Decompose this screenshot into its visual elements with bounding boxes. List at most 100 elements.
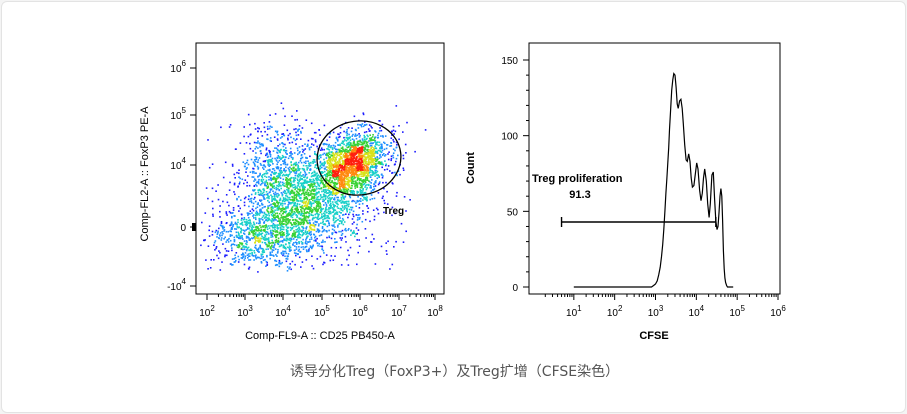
event-dot: [309, 201, 312, 203]
event-dot: [343, 136, 345, 139]
event-dot: [339, 170, 342, 172]
event-dot: [351, 151, 353, 153]
event-dot: [308, 249, 310, 251]
event-dot: [359, 184, 362, 186]
event-dot: [233, 236, 236, 239]
event-dot: [329, 191, 331, 194]
event-dot: [289, 166, 291, 169]
event-dot: [241, 242, 244, 245]
event-dot: [243, 201, 246, 204]
event-dot: [350, 154, 352, 156]
event-dot: [381, 197, 384, 199]
event-dot: [313, 239, 315, 242]
event-dot: [325, 205, 328, 207]
event-dot: [370, 142, 372, 144]
event-dot: [361, 195, 364, 197]
event-dot: [332, 192, 334, 195]
event-dot: [282, 197, 285, 199]
event-dot: [293, 242, 295, 244]
event-dot: [292, 198, 295, 201]
event-dot: [332, 144, 335, 147]
event-dot: [274, 180, 277, 182]
event-dot: [208, 235, 211, 237]
event-dot: [291, 199, 294, 201]
event-dot: [312, 138, 314, 140]
event-dot: [338, 215, 341, 217]
event-dot: [318, 234, 321, 237]
event-dot: [332, 160, 334, 162]
event-dot: [402, 154, 405, 157]
event-dot: [367, 168, 369, 171]
event-dot: [305, 228, 308, 230]
event-dot: [258, 194, 261, 196]
event-dot: [340, 153, 342, 155]
event-dot: [331, 201, 334, 203]
event-dot: [317, 195, 320, 198]
event-dot: [308, 219, 310, 222]
event-dot: [281, 202, 284, 205]
event-dot: [384, 154, 387, 156]
event-dot: [269, 154, 272, 156]
event-dot: [276, 252, 279, 254]
event-dot: [281, 142, 284, 144]
event-dot: [295, 246, 298, 248]
event-dot: [354, 147, 356, 149]
event-dot: [318, 185, 321, 187]
event-dot: [294, 245, 296, 247]
event-dot: [253, 184, 256, 187]
event-dot: [234, 254, 236, 257]
event-dot: [302, 190, 305, 192]
event-dot: [379, 120, 381, 122]
event-dot: [231, 212, 233, 214]
event-dot: [347, 174, 350, 177]
event-dot: [345, 178, 348, 180]
event-dot: [298, 203, 301, 206]
event-dot: [345, 140, 348, 142]
event-dot: [302, 223, 305, 225]
event-dot: [390, 157, 393, 160]
event-dot: [342, 206, 344, 209]
event-dot: [352, 142, 355, 145]
event-dot: [257, 229, 260, 232]
event-dot: [365, 172, 367, 174]
event-dot: [289, 152, 291, 154]
event-dot: [233, 244, 236, 246]
event-dot: [233, 240, 236, 243]
event-dot: [301, 243, 304, 245]
event-dot: [291, 153, 294, 155]
event-dot: [292, 219, 295, 221]
event-dot: [262, 226, 264, 228]
event-dot: [251, 237, 253, 239]
event-dot: [310, 205, 312, 207]
event-dot: [341, 237, 343, 239]
event-dot: [269, 257, 271, 260]
event-dot: [335, 170, 338, 173]
event-dot: [391, 171, 394, 174]
event-dot: [214, 240, 217, 242]
event-dot: [313, 206, 315, 209]
event-dot: [284, 239, 287, 242]
event-dot: [302, 227, 305, 230]
event-dot: [237, 244, 240, 246]
event-dot: [362, 213, 364, 215]
event-dot: [302, 182, 305, 184]
event-dot: [214, 249, 216, 251]
event-dot: [259, 241, 261, 243]
event-dot: [348, 133, 350, 136]
event-dot: [327, 195, 330, 197]
event-dot: [330, 246, 333, 249]
event-dot: [246, 212, 249, 214]
event-dot: [266, 186, 269, 188]
event-dot: [236, 224, 238, 226]
event-dot: [265, 148, 268, 151]
event-dot: [371, 155, 373, 158]
event-dot: [355, 184, 357, 186]
event-dot: [333, 189, 336, 192]
event-dot: [345, 148, 348, 151]
dot-plot-x-tick-label: 106: [352, 304, 368, 319]
event-dot: [270, 178, 272, 181]
event-dot: [262, 188, 264, 191]
event-dot: [265, 225, 267, 227]
event-dot: [325, 185, 327, 188]
event-dot: [240, 237, 242, 240]
